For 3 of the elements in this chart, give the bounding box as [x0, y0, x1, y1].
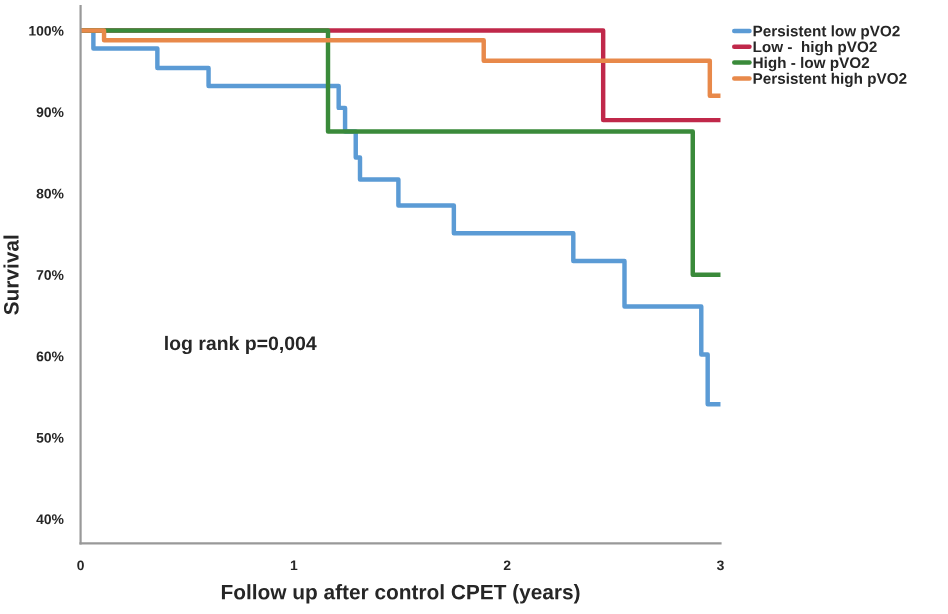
y-axis-title: Survival — [3, 235, 19, 315]
x-axis-title: Follow up after control CPET (years) — [221, 584, 580, 604]
annotation: log rank p=0,004 — [165, 335, 317, 355]
